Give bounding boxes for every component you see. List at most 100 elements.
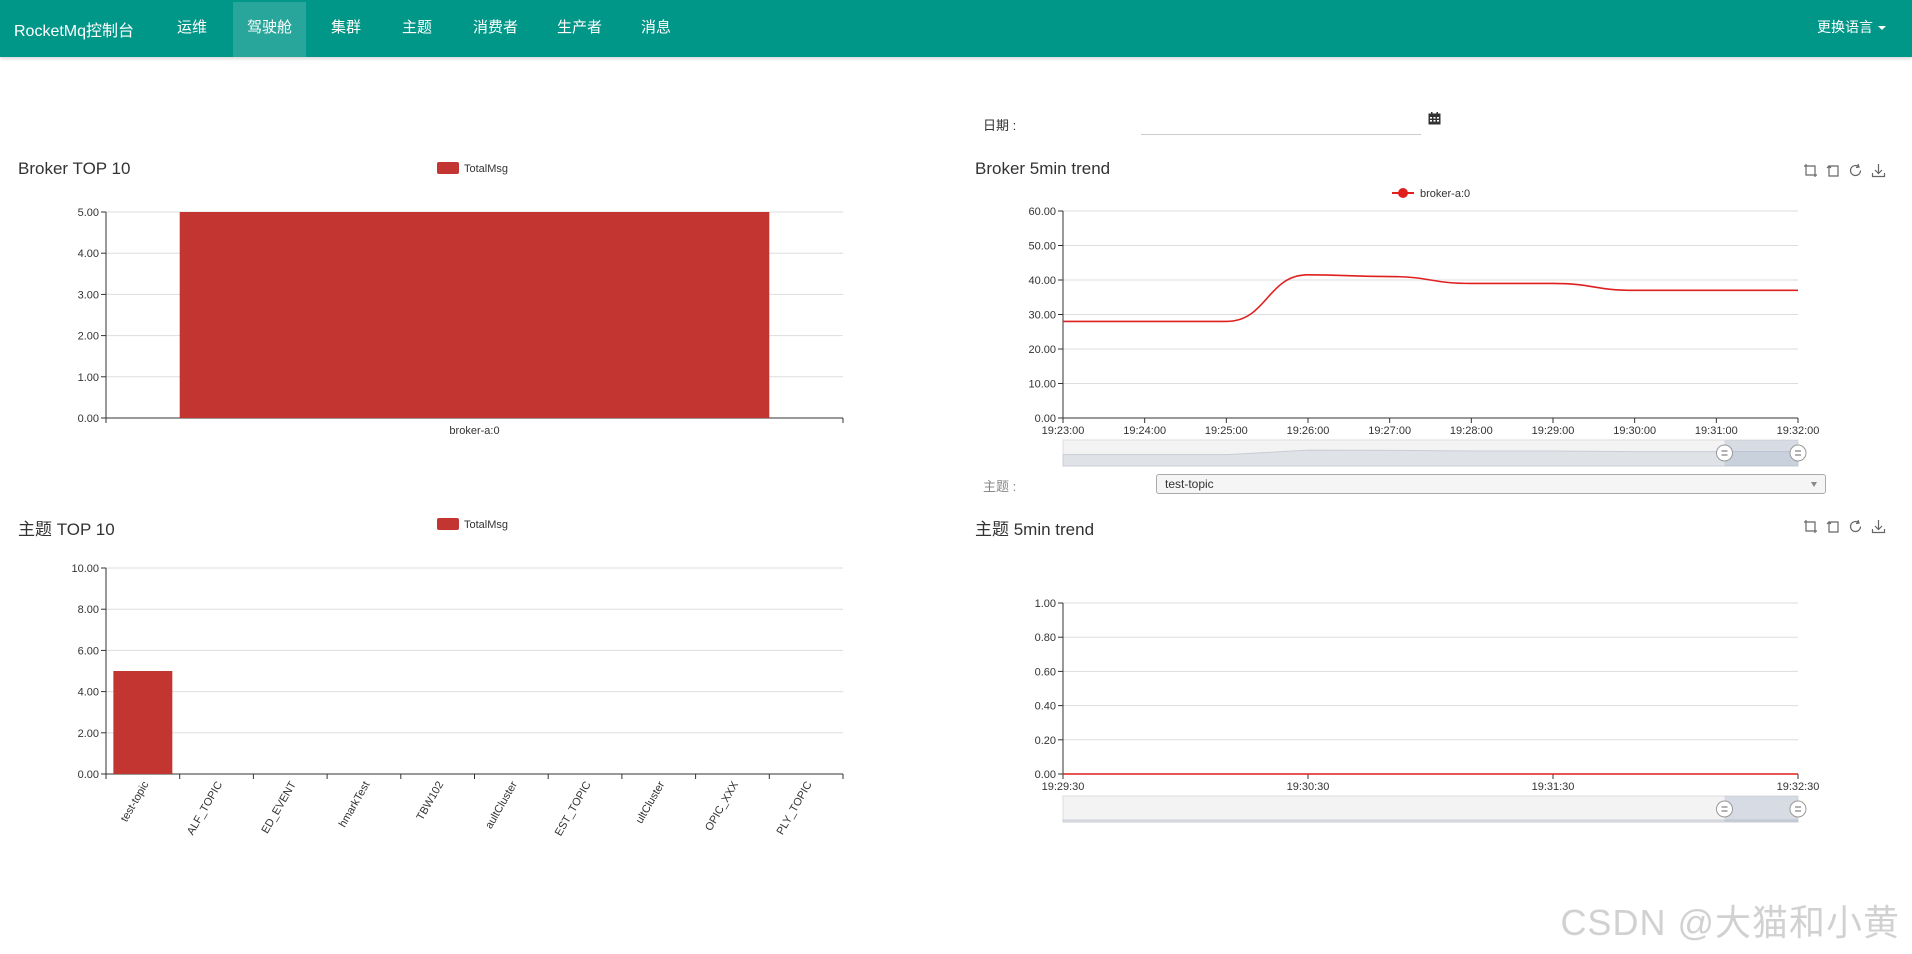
y-tick-label: 60.00: [1028, 206, 1056, 218]
zoom-reset-icon[interactable]: [1826, 163, 1841, 178]
y-tick-label: 0.00: [1035, 769, 1056, 781]
broker-trend-title: Broker 5min trend: [975, 159, 1111, 178]
y-tick-label: 50.00: [1028, 241, 1056, 253]
y-tick-label: 1.00: [78, 372, 99, 384]
y-tick-label: 10.00: [71, 563, 99, 575]
save-image-icon[interactable]: [1871, 519, 1886, 534]
datazoom-handle: [1789, 800, 1807, 818]
x-tick-label: EST_TOPIC: [553, 779, 594, 838]
x-tick-label: 19:30:30: [1287, 781, 1330, 793]
x-tick-label: 19:32:30: [1777, 781, 1820, 793]
chevron-down-icon: [1811, 482, 1817, 487]
nav-item-message[interactable]: 消息: [641, 19, 672, 36]
zoom-icon[interactable]: [1803, 519, 1818, 534]
nav-item-producer[interactable]: 生产者: [557, 19, 603, 36]
bar: [179, 212, 770, 418]
topic-trend-chart: 0.00 0.20 0.40 0.60 0.80 1.00 19:29:30 19:30:30…: [1035, 598, 1820, 823]
y-tick-label: 8.00: [78, 604, 99, 616]
x-tick-label: 19:26:00: [1287, 425, 1330, 437]
zoom-icon[interactable]: [1803, 163, 1818, 178]
calendar-icon[interactable]: [1428, 112, 1441, 125]
y-tick-label: 0.60: [1035, 666, 1056, 678]
datazoom-handle: [1716, 444, 1733, 462]
broker-top10-chart: 0.00 1.00 2.00 3.00 4.00 5.00 TotalMsg broker-a…: [78, 162, 844, 437]
date-label: 日期 :: [983, 118, 1017, 133]
legend-marker: [1398, 188, 1408, 198]
topic-label: 主题 :: [983, 479, 1017, 494]
topic-top10-title: 主题 TOP 10: [18, 520, 115, 539]
topic-select[interactable]: test-topic: [1156, 474, 1826, 494]
restore-icon[interactable]: [1848, 163, 1863, 178]
language-dropdown[interactable]: 更换语言: [1817, 17, 1886, 37]
y-tick-label: 5.00: [78, 207, 99, 219]
datazoom-track: [1062, 795, 1799, 823]
x-tick-label: ultCluster: [634, 779, 668, 826]
y-tick-label: 4.00: [78, 687, 99, 699]
x-tick-label: hmarkTest: [337, 780, 373, 830]
x-tick-label: 19:29:30: [1042, 781, 1085, 793]
x-tick-label: OPIC_XXX: [703, 779, 741, 833]
save-image-icon[interactable]: [1871, 163, 1886, 178]
language-label: 更换语言: [1817, 19, 1873, 35]
y-tick-label: 0.80: [1035, 632, 1056, 644]
y-tick-label: 3.00: [78, 289, 99, 301]
legend-label: broker-a:0: [1420, 188, 1470, 200]
nav-item-consumer[interactable]: 消费者: [473, 19, 519, 36]
y-tick-label: 30.00: [1028, 310, 1056, 322]
datazoom-preview: [1062, 819, 1799, 823]
topic-trend-title: 主题 5min trend: [975, 520, 1095, 539]
datazoom-window: [1724, 796, 1798, 822]
y-tick-label: 10.00: [1028, 379, 1056, 391]
datazoom-handle: [1716, 800, 1733, 818]
brand-title[interactable]: RocketMq控制台: [14, 23, 135, 40]
x-tick-label: 19:27:00: [1368, 425, 1411, 437]
y-tick-label: 1.00: [1035, 598, 1056, 610]
y-tick-label: 0.00: [1035, 413, 1056, 425]
nav-item-cluster[interactable]: 集群: [331, 19, 362, 36]
date-input[interactable]: [1141, 112, 1421, 135]
y-tick-label: 0.00: [78, 413, 99, 425]
topic-select-value: test-topic: [1165, 477, 1214, 491]
x-tick-label: PLY_TOPIC: [775, 779, 815, 837]
legend-swatch: [437, 162, 459, 174]
restore-icon[interactable]: [1848, 519, 1863, 534]
y-tick-label: 6.00: [78, 645, 99, 657]
x-tick-label: 19:29:00: [1532, 425, 1575, 437]
y-tick-label: 2.00: [78, 331, 99, 343]
legend-swatch: [437, 518, 459, 530]
series-line: [1062, 274, 1798, 323]
bar: [113, 671, 173, 774]
top-navbar: RocketMq控制台 运维 驾驶舱 集群 主题 消费者 生产者 消息 更换语言: [0, 0, 1912, 57]
x-tick-label: 19:32:00: [1777, 425, 1820, 437]
legend-label: TotalMsg: [464, 519, 508, 531]
topic-top10-chart: 0.00 2.00 4.00 6.00 8.00 10.00 TotalMsg test-to…: [71, 518, 844, 838]
x-tick-label: broker-a:0: [449, 425, 499, 437]
broker-trend-chart: 0.00 10.00 20.00 30.00 40.00 50.00 60.00 19:23:…: [1028, 188, 1820, 467]
broker-top10-title: Broker TOP 10: [18, 159, 131, 178]
y-tick-label: 20.00: [1028, 344, 1056, 356]
x-tick-label: 19:23:00: [1042, 425, 1085, 437]
x-tick-label: 19:31:30: [1532, 781, 1575, 793]
watermark: CSDN @大猫和小黄: [1560, 902, 1900, 943]
y-tick-label: 0.40: [1035, 701, 1056, 713]
x-tick-label: 19:30:00: [1613, 425, 1656, 437]
nav-item-ops[interactable]: 运维: [177, 19, 208, 36]
nav-item-topic[interactable]: 主题: [402, 19, 433, 36]
datazoom-window: [1724, 440, 1798, 466]
y-tick-label: 0.00: [78, 769, 99, 781]
datazoom-handle: [1789, 444, 1807, 462]
y-tick-label: 2.00: [78, 728, 99, 740]
y-tick-label: 0.20: [1035, 735, 1056, 747]
x-tick-label: ED_EVENT: [259, 779, 299, 836]
zoom-reset-icon[interactable]: [1826, 519, 1841, 534]
x-tick-label: ALF_TOPIC: [185, 779, 225, 837]
nav-item-dashboard[interactable]: 驾驶舱: [233, 2, 307, 57]
y-tick-label: 4.00: [78, 248, 99, 260]
legend-label: TotalMsg: [464, 163, 508, 175]
x-tick-label: 19:25:00: [1205, 425, 1248, 437]
x-tick-label: 19:24:00: [1123, 425, 1166, 437]
x-tick-label: 19:28:00: [1450, 425, 1493, 437]
x-tick-label: 19:31:00: [1695, 425, 1738, 437]
caret-down-icon: [1878, 26, 1886, 31]
x-tick-label: TBW102: [414, 780, 446, 823]
